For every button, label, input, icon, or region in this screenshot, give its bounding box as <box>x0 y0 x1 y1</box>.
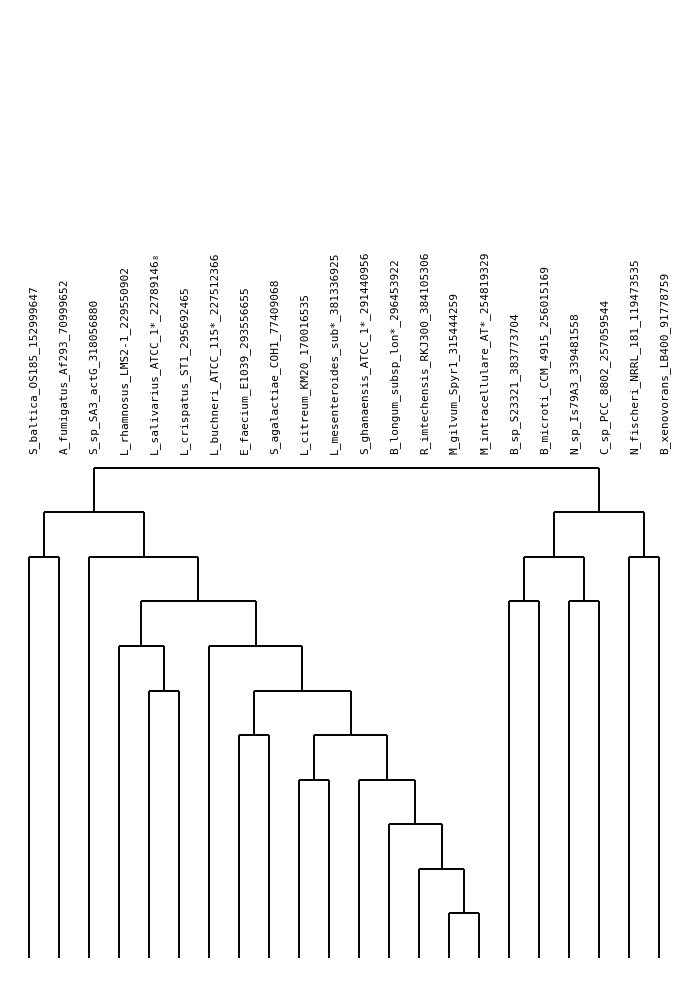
Text: R_imtechensis_RKJ300_384105306: R_imtechensis_RKJ300_384105306 <box>419 252 430 454</box>
Text: B_xenovorans_LB400_91778759: B_xenovorans_LB400_91778759 <box>659 272 670 454</box>
Text: M_gilvum_Spyr1_315444259: M_gilvum_Spyr1_315444259 <box>449 292 460 454</box>
Text: S_ghanaensis_ATCC_1*_291440956: S_ghanaensis_ATCC_1*_291440956 <box>359 252 370 454</box>
Text: E_faecium_E1039_293556655: E_faecium_E1039_293556655 <box>239 286 250 454</box>
Text: C_sp_PCC_8802_257059544: C_sp_PCC_8802_257059544 <box>599 299 610 454</box>
Text: L_buchneri_ATCC_115*_227512366: L_buchneri_ATCC_115*_227512366 <box>209 252 219 454</box>
Text: L_mesenteroides_sub*_381336925: L_mesenteroides_sub*_381336925 <box>329 252 340 454</box>
Text: M_intracellulare_AT*_254819329: M_intracellulare_AT*_254819329 <box>479 252 490 454</box>
Text: B_sp_S23321_383773704: B_sp_S23321_383773704 <box>509 313 520 454</box>
Text: B_longum_subsp_lon*_296453922: B_longum_subsp_lon*_296453922 <box>389 259 400 454</box>
Text: L_citreum_KM20_170016535: L_citreum_KM20_170016535 <box>299 292 310 454</box>
Text: L_rhamnosus_LMS2-1_229550902: L_rhamnosus_LMS2-1_229550902 <box>119 265 130 454</box>
Text: B_microti_CCM_4915_256015169: B_microti_CCM_4915_256015169 <box>539 265 550 454</box>
Text: S_agalactiae_COH1_77409068: S_agalactiae_COH1_77409068 <box>269 279 280 454</box>
Text: L_salivarius_ATCC_1*_22789146₈: L_salivarius_ATCC_1*_22789146₈ <box>149 252 160 454</box>
Text: S_sp_SA3_actG_318056880: S_sp_SA3_actG_318056880 <box>89 299 100 454</box>
Text: N_fischeri_NRRL_181_119473535: N_fischeri_NRRL_181_119473535 <box>630 259 640 454</box>
Text: S_baltica_OS185_152999647: S_baltica_OS185_152999647 <box>29 286 40 454</box>
Text: A_fumigatus_Af293_70999652: A_fumigatus_Af293_70999652 <box>58 279 69 454</box>
Text: N_sp_Is79A3_339481558: N_sp_Is79A3_339481558 <box>569 313 580 454</box>
Text: L_crispatus_ST1_295692465: L_crispatus_ST1_295692465 <box>179 286 190 454</box>
